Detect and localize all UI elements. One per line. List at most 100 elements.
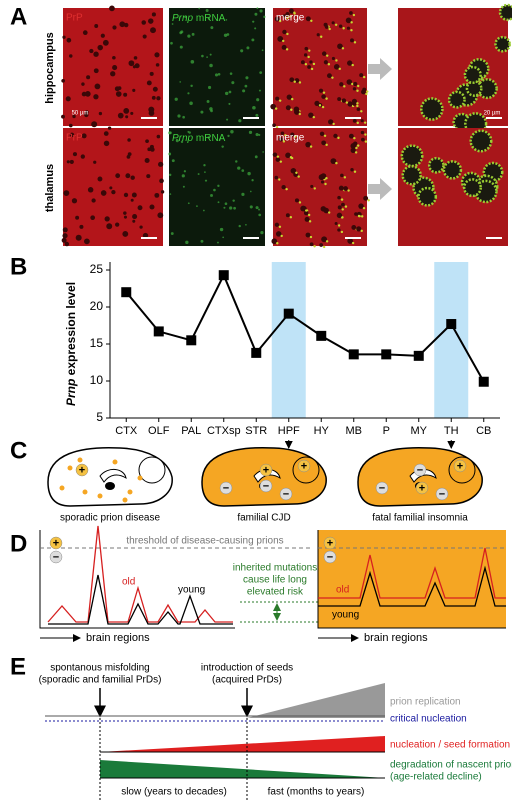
cell [285, 213, 290, 218]
speckle [255, 132, 259, 137]
symbol: − [439, 488, 445, 500]
cell [157, 212, 164, 219]
cell [148, 18, 154, 24]
cell [328, 119, 334, 125]
symbol-bg [435, 487, 449, 501]
scale-label: 20 µm [484, 111, 501, 117]
speckle [241, 169, 245, 172]
speckle [304, 62, 308, 66]
speckle [217, 72, 221, 76]
speckle [187, 34, 191, 38]
speckle [293, 80, 296, 83]
y-tick-label: 25 [90, 262, 104, 276]
speckle [213, 188, 216, 192]
young-curve [318, 565, 506, 607]
speckle [363, 121, 367, 124]
speckle [178, 17, 181, 19]
cell [132, 219, 136, 223]
cell [146, 80, 152, 86]
cell [340, 173, 344, 178]
old-curve [47, 525, 233, 623]
cell [281, 44, 287, 50]
cell [352, 118, 357, 123]
speckle [189, 101, 193, 106]
cell [314, 100, 320, 106]
cell [290, 132, 295, 137]
speckle [248, 130, 253, 135]
speckle [310, 19, 313, 22]
speckle [286, 16, 289, 20]
speckle [207, 17, 210, 20]
speckle [351, 241, 355, 245]
speckle [341, 216, 344, 219]
speckle [289, 215, 293, 219]
cell [360, 119, 364, 123]
symbol: + [457, 460, 463, 472]
speckle [278, 225, 282, 228]
speckle [254, 155, 258, 159]
prion-dot [112, 459, 118, 465]
cell [150, 27, 156, 34]
speckle [356, 89, 359, 92]
y-tick-label: 5 [96, 410, 103, 424]
speckle [226, 33, 230, 36]
speckle [365, 92, 368, 96]
micrograph [398, 8, 508, 126]
speckle [309, 145, 313, 148]
speckle [252, 105, 256, 110]
speckle [366, 90, 369, 93]
x-tick-label: MY [411, 425, 428, 437]
symbol: − [283, 488, 289, 500]
panel-d: threshold of disease-causing prions old … [39, 525, 506, 644]
speckle [263, 15, 266, 19]
speckle [183, 170, 187, 173]
cell [154, 52, 160, 58]
speckle [355, 146, 358, 150]
speckle [364, 133, 367, 136]
cell [115, 91, 122, 97]
cell [334, 221, 338, 225]
x-tick-label: CB [476, 425, 491, 437]
speckle [308, 220, 312, 223]
symbol-bg [49, 536, 63, 550]
cell [100, 190, 107, 196]
speckle [282, 140, 286, 143]
note: inherited mutations [233, 563, 318, 574]
speckle [169, 193, 172, 195]
cell [321, 140, 327, 146]
speckle [351, 63, 354, 67]
cell [142, 232, 149, 239]
panel-e: spontanous misfolding (sporadic and fami… [39, 663, 512, 800]
cell [360, 130, 365, 135]
cell [310, 184, 314, 188]
speckle [198, 7, 200, 10]
speckle [354, 151, 358, 154]
speckle [337, 224, 341, 227]
hippocampus [99, 469, 127, 483]
speckle [289, 15, 292, 18]
speckle [353, 136, 356, 140]
axis-label: brain regions [86, 632, 150, 644]
cell [347, 238, 353, 244]
cell [149, 204, 155, 210]
cell [102, 39, 109, 46]
text-part: mRNA [196, 13, 226, 24]
cell [294, 109, 300, 115]
marker [186, 335, 197, 346]
speckle [180, 140, 184, 144]
speckle [250, 190, 252, 193]
cell [93, 51, 99, 57]
marker [283, 308, 294, 319]
speckle [185, 240, 189, 245]
cell [274, 175, 279, 180]
cell [155, 63, 160, 67]
speckle [217, 201, 220, 204]
speckle [179, 81, 182, 83]
cell [303, 53, 308, 57]
cell [316, 33, 320, 37]
cell [89, 48, 94, 54]
cell [347, 101, 353, 107]
speckle [229, 206, 233, 210]
speckle [362, 75, 366, 79]
cell [61, 78, 66, 83]
